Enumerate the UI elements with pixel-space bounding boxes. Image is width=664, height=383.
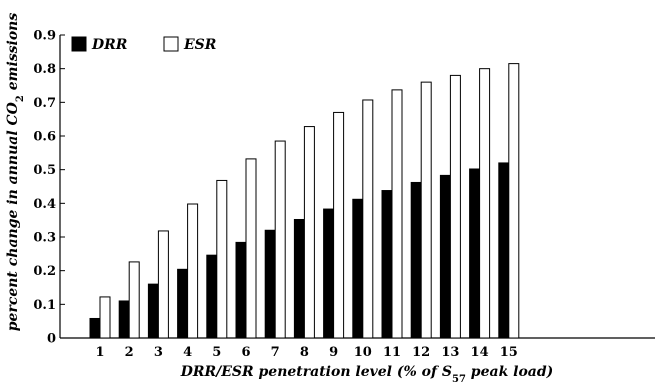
y-tick-label: 0 [47, 332, 56, 347]
esr-bar [362, 99, 374, 339]
esr-bar [449, 74, 461, 339]
x-tick-label: 2 [125, 345, 134, 360]
y-axis-label: percent change in annual CO2 emissions [5, 13, 26, 332]
drr-bar [410, 181, 422, 339]
y-tick-label: 0.9 [33, 29, 56, 44]
esr-bar [216, 179, 228, 339]
esr-bar [303, 126, 315, 339]
x-tick-label: 3 [154, 345, 163, 360]
esr-bar [187, 203, 199, 339]
x-tick-label: 7 [271, 345, 280, 360]
esr-bar [245, 158, 257, 339]
drr-bar [264, 229, 276, 339]
drr-bar [235, 241, 247, 339]
drr-bar [469, 168, 481, 339]
y-tick-label: 0.1 [33, 298, 56, 313]
y-tick-label: 0.6 [33, 130, 56, 145]
bars [89, 63, 520, 339]
drr-bar [293, 218, 305, 339]
y-tick-label: 0.2 [33, 264, 56, 279]
y-tick-label: 0.7 [33, 96, 56, 111]
x-tick-label: 1 [95, 345, 104, 360]
drr-bar [177, 268, 189, 339]
esr-bar [274, 140, 286, 339]
x-tick-label: 8 [300, 345, 309, 360]
drr-bar [147, 283, 159, 339]
y-tick-label: 0.8 [33, 62, 56, 77]
drr-bar [206, 254, 218, 339]
drr-bar [498, 162, 510, 339]
drr-bar [381, 190, 393, 339]
esr-bar [391, 89, 403, 339]
y-tick-label: 0.4 [33, 197, 56, 212]
drr-bar [352, 198, 364, 339]
x-tick-label: 13 [441, 345, 459, 360]
x-tick-label: 15 [500, 345, 518, 360]
legend-swatch-esr [163, 36, 179, 52]
esr-bar [128, 261, 140, 339]
x-tick-label: 5 [212, 345, 221, 360]
esr-bar [333, 111, 345, 339]
esr-bar [157, 230, 169, 339]
y-tick-label: 0.5 [33, 163, 56, 178]
x-tick-label: 11 [383, 345, 401, 360]
y-tick-label: 0.3 [33, 231, 56, 246]
legend-swatch-drr [71, 36, 87, 52]
drr-bar [118, 300, 130, 339]
tick-labels: 00.10.20.30.40.50.60.70.80.91 2 3 4 5 6 7 8 9 10 1… [33, 29, 517, 361]
x-tick-label: 10 [354, 345, 372, 360]
x-tick-label: 12 [412, 345, 430, 360]
legend-label-drr: DRR [91, 37, 127, 53]
legend-label-esr: ESR [183, 37, 216, 53]
esr-bar [508, 63, 520, 339]
x-tick-label: 14 [471, 345, 489, 360]
esr-bar [479, 68, 491, 339]
drr-bar [89, 317, 101, 339]
esr-bar [99, 296, 111, 339]
x-tick-label: 6 [241, 345, 250, 360]
x-tick-label: 9 [329, 345, 338, 360]
drr-bar [439, 174, 451, 339]
esr-bar [420, 81, 432, 339]
x-tick-label: 4 [183, 345, 192, 360]
drr-bar [323, 208, 335, 339]
legend: DRR ESR [71, 36, 216, 53]
x-axis-label: DRR/ESR penetration level (% of S57 peak… [180, 364, 554, 383]
